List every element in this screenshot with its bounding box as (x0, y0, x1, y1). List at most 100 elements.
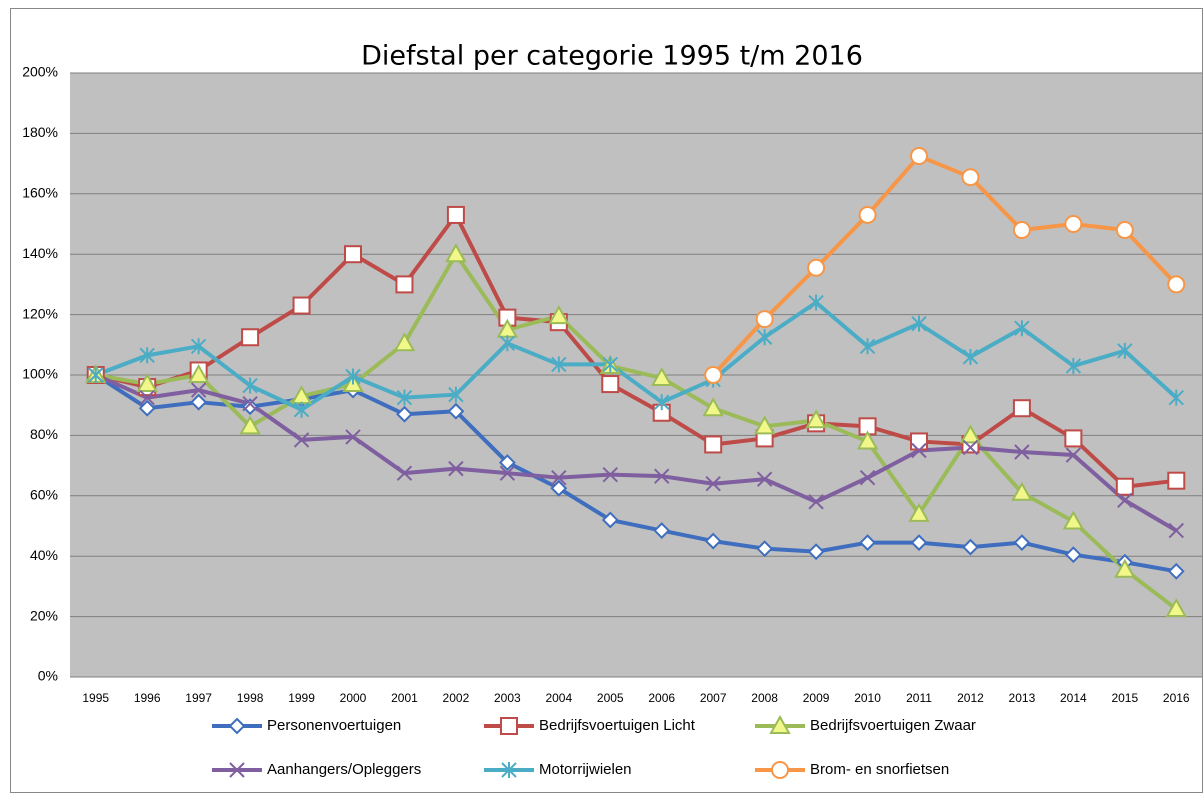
marker (1014, 320, 1030, 337)
series-line (95, 252, 1178, 611)
marker (293, 432, 310, 448)
marker (139, 347, 155, 364)
marker (1115, 477, 1134, 496)
x-tick-label: 2015 (1111, 691, 1138, 705)
y-tick-label: 20% (30, 607, 58, 623)
marker (1168, 389, 1184, 406)
marker (446, 205, 465, 224)
x-tick-label: 2002 (443, 691, 470, 705)
y-tick-label: 0% (38, 668, 58, 684)
marker (602, 466, 618, 483)
y-tick-label: 120% (22, 305, 58, 321)
marker (859, 338, 876, 355)
marker (1165, 598, 1187, 618)
marker (501, 762, 517, 778)
marker (910, 534, 928, 552)
marker (755, 310, 774, 329)
marker (808, 494, 824, 510)
marker (1167, 471, 1186, 490)
marker (229, 762, 245, 778)
marker (654, 394, 670, 411)
marker (1115, 221, 1134, 240)
marker (393, 332, 416, 352)
legend-label: Bedrijfsvoertuigen Zwaar (810, 717, 976, 734)
y-tick-label: 140% (22, 245, 58, 261)
marker (190, 393, 208, 411)
chart-title: Diefstal per categorie 1995 t/m 2016 (361, 41, 863, 72)
marker (1168, 522, 1184, 539)
x-tick-label: 1997 (185, 691, 212, 705)
marker (448, 460, 464, 477)
marker (447, 402, 465, 420)
y-tick-label: 100% (22, 366, 58, 382)
x-tick-label: 2006 (648, 691, 675, 705)
series-line (711, 154, 1178, 377)
marker (704, 435, 723, 454)
marker (856, 430, 879, 450)
x-tick-label: 2016 (1163, 691, 1190, 705)
marker (345, 429, 361, 445)
x-tick-label: 2000 (340, 691, 367, 705)
x-tick-label: 2010 (854, 691, 881, 705)
marker (962, 348, 979, 365)
series-line (95, 212, 1177, 489)
x-tick-label: 2005 (597, 691, 624, 705)
marker (499, 465, 516, 481)
x-tick-label: 1998 (237, 691, 264, 705)
legend-label: Motorrijwielen (539, 761, 632, 778)
marker (228, 717, 246, 735)
marker (396, 405, 413, 423)
marker (651, 366, 673, 387)
marker (859, 469, 876, 486)
x-tick-label: 2009 (803, 691, 830, 705)
marker (1012, 221, 1031, 240)
marker (190, 382, 207, 398)
marker (858, 205, 877, 224)
marker (1064, 546, 1082, 564)
marker (1117, 342, 1133, 359)
marker (239, 415, 261, 435)
marker (187, 363, 210, 383)
marker (1062, 510, 1085, 530)
x-tick-label: 2014 (1060, 691, 1087, 705)
marker (859, 534, 876, 552)
x-tick-label: 2008 (751, 691, 778, 705)
x-tick-label: 1995 (82, 691, 109, 705)
marker (548, 305, 570, 325)
marker (550, 479, 568, 497)
marker (911, 315, 927, 332)
marker (753, 415, 776, 435)
marker (704, 532, 722, 550)
series-line (94, 373, 1177, 574)
marker (345, 368, 361, 385)
marker (1064, 429, 1083, 448)
marker (138, 399, 156, 417)
marker (396, 389, 413, 406)
marker (756, 329, 773, 346)
marker (551, 469, 567, 486)
marker (139, 389, 155, 406)
marker (395, 275, 414, 294)
marker (602, 356, 618, 373)
marker (445, 243, 467, 263)
marker (962, 439, 979, 456)
marker (756, 471, 773, 487)
marker (1011, 481, 1033, 501)
marker (500, 717, 518, 735)
marker (1012, 399, 1031, 418)
marker (962, 538, 979, 556)
x-tick-label: 2001 (391, 691, 418, 705)
x-tick-label: 1999 (288, 691, 315, 705)
marker (551, 356, 567, 373)
series-line (94, 373, 1178, 533)
series-line (95, 300, 1178, 412)
x-tick-label: 2013 (1009, 691, 1036, 705)
marker (705, 476, 721, 492)
x-tick-label: 2011 (906, 691, 932, 705)
marker (292, 296, 311, 315)
marker (908, 502, 930, 522)
marker (1065, 447, 1082, 463)
marker (136, 373, 158, 393)
marker (910, 147, 928, 166)
